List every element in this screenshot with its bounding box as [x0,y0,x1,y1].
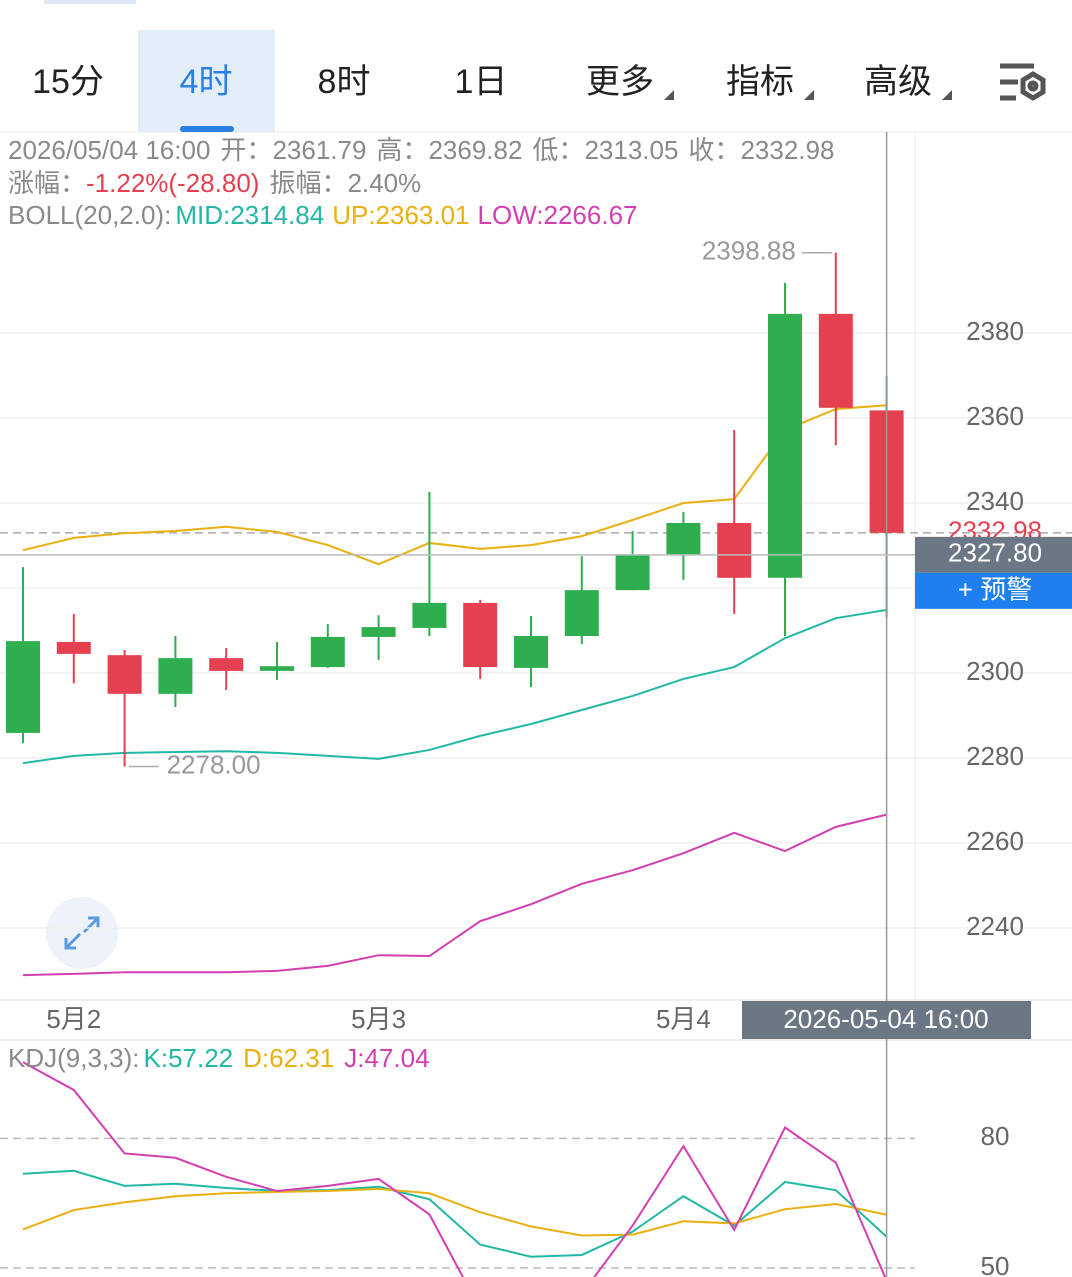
min-label: 2278.00 [167,749,261,779]
alert-button[interactable]: + 预警 [958,575,1032,605]
crosshair-y-box [915,536,1072,573]
info-value: 2361.79 [272,135,366,165]
y-tick-label: 2240 [966,911,1024,941]
kdj-line [22,1061,887,1277]
legend-name: LOW: [478,200,544,230]
candle-body [260,666,294,671]
info-label: 低： [532,135,584,165]
candle-body [818,313,853,408]
info-label: 涨幅： [8,168,86,198]
legend-value: 2266.67 [544,200,638,230]
candle-body [158,658,193,694]
legend-value: 2314.84 [230,200,324,230]
y-tick-label: 2380 [966,316,1024,346]
info-value: 2.40% [347,168,421,198]
tab-label[interactable]: 15分 [32,63,104,101]
tab-label[interactable]: 高级 [864,63,932,101]
y-tick-label: 2340 [966,486,1024,516]
dropdown-caret [942,90,952,100]
kdj-line [22,1169,888,1258]
candle-body [209,658,244,671]
info-row: 2026/05/04 16:00 开：2361.79 高：2369.82 低：2313… [8,135,834,165]
legend-title: BOLL(20,2.0): [8,200,171,230]
dropdown-caret [664,90,674,100]
y-tick-label: 2280 [966,741,1024,771]
max-label: 2398.88 [702,236,796,266]
legend-title: KDJ(9,3,3): [8,1043,140,1073]
y-tick-label: 50 [981,1251,1010,1277]
y-tick-label: 80 [981,1121,1010,1151]
info-label: 振幅： [269,168,347,198]
scroll-hint [44,0,136,4]
info-row: 涨幅：-1.22%(-28.80) 振幅：2.40% [8,168,421,198]
legend-name: UP: [332,200,375,230]
settings-icon[interactable] [1000,63,1046,101]
tab-label[interactable]: 更多 [586,63,654,101]
expand-button[interactable] [46,897,118,969]
tab-label[interactable]: 1日 [455,63,508,101]
legend-name: MID: [175,200,230,230]
info-value: 2369.82 [428,135,522,165]
candle-body [564,590,599,637]
candle-body [361,627,396,637]
info-value: 2332.98 [740,135,834,165]
kdj-line [22,1187,887,1237]
candle-body [56,641,91,654]
crosshair-y-label: 2327.80 [948,538,1042,568]
x-tick-label: 5月2 [46,1004,101,1034]
legend-name: K: [144,1043,169,1073]
overlay-legend: BOLL(20,2.0): MID:2314.84 UP:2363.01 LOW:22… [8,200,637,230]
y-tick-label: 2300 [966,656,1024,686]
crosshair-x-label: 2026-05-04 16:00 [783,1004,988,1034]
candle-body [666,522,701,555]
kdj-legend: KDJ(9,3,3): K:57.22 D:62.31 J:47.04 [8,1043,430,1073]
info-value: 2026/05/04 16:00 [8,135,210,165]
candle-body [310,636,345,668]
tab-label[interactable]: 指标 [726,63,794,101]
tab-indicator [180,126,234,132]
y-tick-label: 2360 [966,401,1024,431]
legend-value: 2363.01 [376,200,470,230]
x-tick-label: 5月4 [656,1004,711,1034]
candle-body [717,522,752,578]
candle-body [412,602,447,628]
info-label: 开： [220,135,272,165]
y-tick-label: 2260 [966,826,1024,856]
info-label: 收： [688,135,740,165]
legend-name: J: [344,1043,364,1073]
candle-body [615,554,650,591]
alert-button-bg[interactable] [915,572,1072,609]
info-label: 高： [376,135,428,165]
candle-body [768,313,802,578]
candle-body [463,602,498,668]
boll-line [22,608,887,765]
boll-line [22,404,887,566]
legend-value: 47.04 [364,1043,429,1073]
candle-body [107,655,142,694]
kdj-lines [22,1061,888,1277]
crosshair-x-box [742,1001,1031,1039]
candle-body [514,636,548,668]
dropdown-caret [804,90,814,100]
tab-active-bg [138,30,275,132]
legend-value: 57.22 [168,1043,233,1073]
info-value: 2313.05 [584,135,678,165]
x-tick-label: 5月3 [351,1004,406,1034]
legend-value: 62.31 [269,1043,334,1073]
legend-name: D: [243,1043,269,1073]
info-value: -1.22%(-28.80) [86,168,259,198]
tab-label[interactable]: 8时 [318,63,371,101]
candle-body [6,641,40,733]
tab-label[interactable]: 4时 [180,63,233,101]
boll-line [22,813,887,977]
